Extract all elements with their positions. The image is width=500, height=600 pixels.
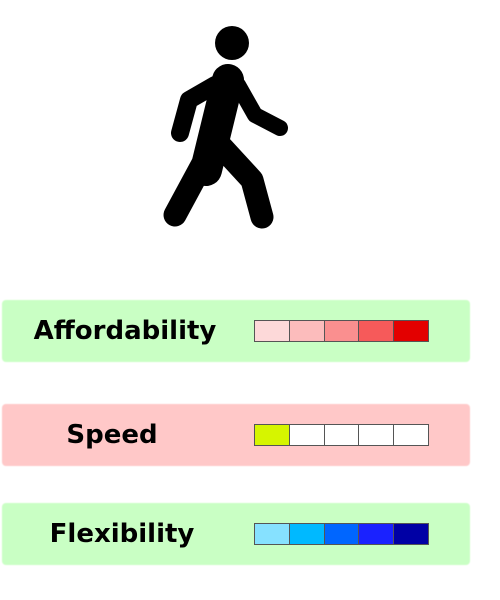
- affordability-rating-cell-1: [255, 321, 290, 341]
- flexibility-label: Flexibility: [49, 519, 195, 549]
- speed-rating-cell-3: [324, 425, 360, 445]
- pedestrian-walking-icon: [163, 26, 288, 229]
- flexibility-rating-cell-5: [394, 524, 428, 544]
- speed-row: Speed: [2, 404, 470, 466]
- affordability-rating-cell-5: [394, 321, 428, 341]
- speed-rating-cell-5: [394, 425, 428, 445]
- speed-rating-scale: [254, 424, 429, 446]
- flexibility-row: Flexibility: [2, 503, 470, 565]
- speed-label: Speed: [66, 420, 158, 450]
- flexibility-rating-cell-3: [324, 524, 360, 544]
- speed-rating-cell-2: [289, 425, 325, 445]
- affordability-rating-scale: [254, 320, 429, 342]
- affordability-rating-cell-2: [289, 321, 325, 341]
- speed-rating-cell-1: [255, 425, 290, 445]
- affordability-label: Affordability: [33, 316, 217, 346]
- flexibility-rating-cell-1: [255, 524, 290, 544]
- flexibility-rating-cell-2: [289, 524, 325, 544]
- speed-rating-cell-4: [359, 425, 395, 445]
- flexibility-rating-cell-4: [359, 524, 395, 544]
- affordability-rating-cell-4: [359, 321, 395, 341]
- affordability-rating-cell-3: [324, 321, 360, 341]
- flexibility-rating-scale: [254, 523, 429, 545]
- affordability-row: Affordability: [2, 300, 470, 362]
